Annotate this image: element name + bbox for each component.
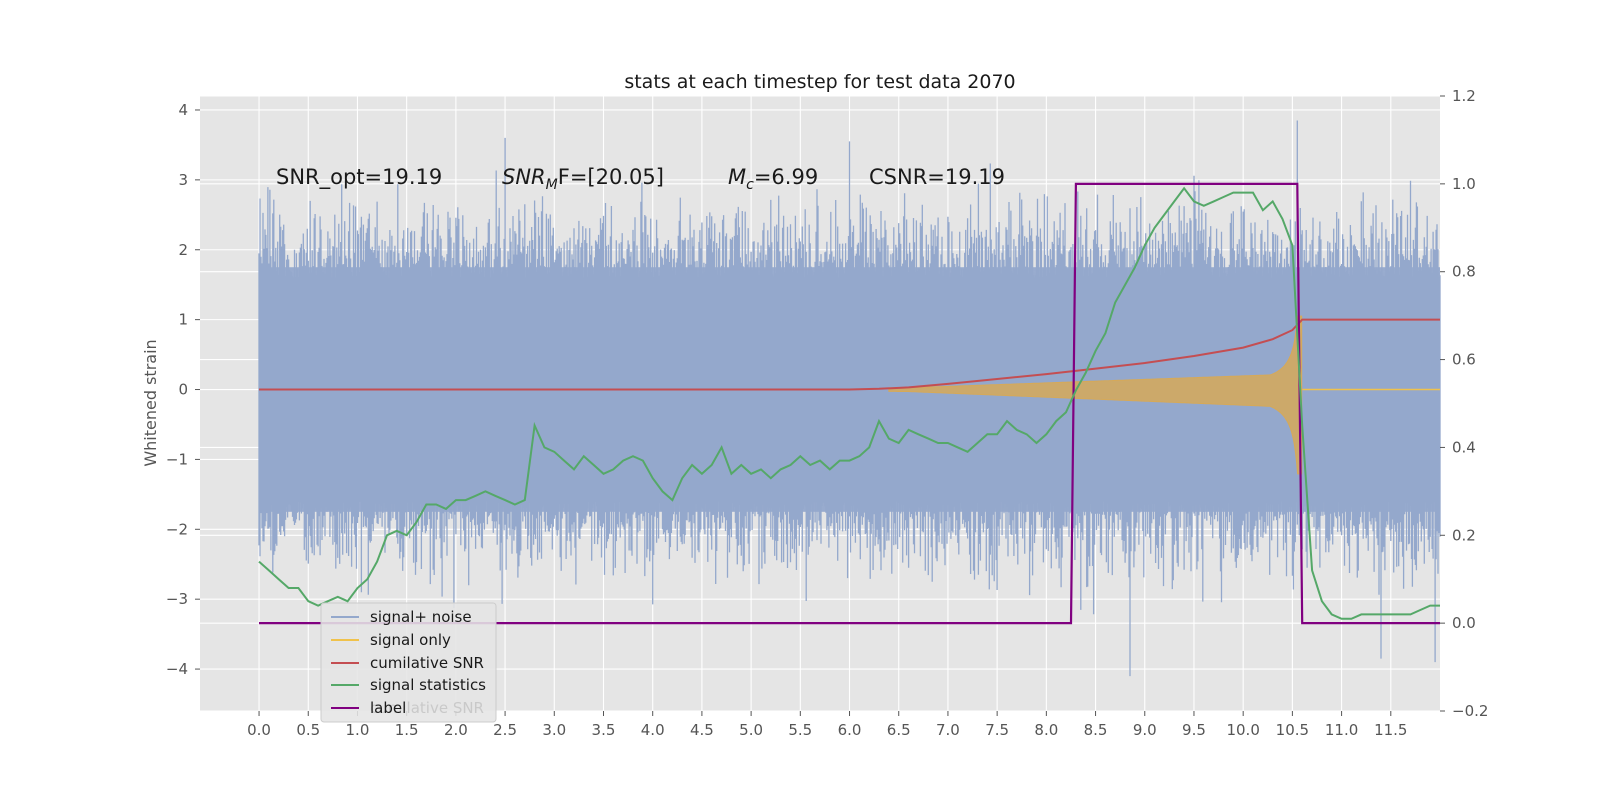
x-tick-label: 8.5 [1084, 721, 1108, 739]
x-tick-label: 9.0 [1133, 721, 1157, 739]
legend-label-cumulative: cumilative SNR [370, 654, 484, 672]
snr-mf-tail: F=[20.05] [558, 165, 664, 189]
y-tick-label: −2 [166, 520, 188, 538]
x-tick-label: 2.5 [493, 721, 517, 739]
x-tick-label: 8.0 [1034, 721, 1058, 739]
y-tick-label: 3 [178, 171, 188, 189]
x-tick-label: 1.5 [395, 721, 419, 739]
label-line [259, 182, 1440, 625]
x-tick-label: 1.0 [346, 721, 370, 739]
y-tick-label: −1 [166, 450, 188, 468]
x-tick-label: 9.5 [1182, 721, 1206, 739]
y-tick-label: 1 [178, 311, 188, 329]
y-axis-left: 4 3 2 1 0 −1 −2 −3 −4 [166, 101, 200, 678]
snr-mf-main: SNR [502, 165, 546, 189]
csnr-annotation: CSNR=19.19 [869, 165, 1005, 189]
snr-mf-annotation: SNRMF=[20.05] [502, 165, 664, 193]
cumulative-snr-line [259, 318, 1440, 391]
y2-tick-label: 1.2 [1452, 87, 1476, 105]
x-tick-label: 4.5 [690, 721, 714, 739]
x-axis: 0.0 0.5 1.0 1.5 2.0 2.5 3.0 3.5 4.0 4.5 5.0 5.5 6.0 6… [247, 711, 1407, 739]
x-tick-label: 10.0 [1226, 721, 1259, 739]
y2-tick-label: 1.0 [1452, 175, 1476, 193]
mc-main: M [728, 165, 746, 189]
x-tick-label: 7.5 [985, 721, 1009, 739]
legend-label-statistics: signal statistics [370, 676, 486, 694]
y-tick-label: 2 [178, 241, 188, 259]
x-tick-label: 7.0 [936, 721, 960, 739]
x-tick-label: 6.0 [838, 721, 862, 739]
y2-tick-label: 0.0 [1452, 614, 1476, 632]
y2-tick-label: 0.4 [1452, 438, 1476, 456]
chart-title: stats at each timestep for test data 207… [624, 71, 1015, 93]
x-tick-label: 5.5 [788, 721, 812, 739]
snr-opt-annotation: SNR_opt=19.19 [276, 165, 442, 190]
x-tick-label: 3.5 [592, 721, 616, 739]
x-tick-label: 6.5 [887, 721, 911, 739]
x-tick-label: 0.0 [247, 721, 271, 739]
x-tick-label: 0.5 [296, 721, 320, 739]
x-tick-label: 4.0 [641, 721, 665, 739]
y2-tick-label: 0.8 [1452, 263, 1476, 281]
x-tick-label: 10.5 [1276, 721, 1309, 739]
legend-label-noise: signal+ noise [370, 608, 472, 626]
mc-annotation: Mc=6.99 [728, 165, 818, 193]
y-tick-label: 0 [178, 381, 188, 399]
y-tick-label: −4 [166, 660, 188, 678]
signal-statistics-line [258, 186, 1440, 620]
x-tick-label: 3.0 [542, 721, 566, 739]
x-tick-label: 11.0 [1325, 721, 1358, 739]
x-tick-label: 2.0 [444, 721, 468, 739]
x-tick-label: 5.0 [739, 721, 763, 739]
legend-box [320, 602, 497, 723]
y2-tick-label: 0.6 [1452, 351, 1476, 369]
y-axis-label: Whitened strain [141, 339, 160, 466]
snr-mf-sub: M [546, 177, 558, 193]
y-axis-right: 1.2 1.0 0.8 0.6 0.4 0.2 0.0 −0.2 [1440, 87, 1488, 720]
mc-sub: c [746, 177, 754, 193]
mc-tail: =6.99 [754, 165, 818, 189]
x-tick-label: 11.5 [1374, 721, 1407, 739]
legend-label-label: label [370, 699, 406, 717]
y2-tick-label: 0.2 [1452, 526, 1476, 544]
legend-ghost-text: cumilative SNR [370, 699, 484, 717]
y-tick-label: −3 [166, 590, 188, 608]
signal-only-series [888, 315, 1303, 475]
y2-tick-label: −0.2 [1452, 702, 1488, 720]
y-tick-label: 4 [178, 101, 188, 119]
legend: cumilative SNR signal+ noise signal only… [320, 602, 497, 723]
legend-label-signal: signal only [370, 631, 451, 649]
